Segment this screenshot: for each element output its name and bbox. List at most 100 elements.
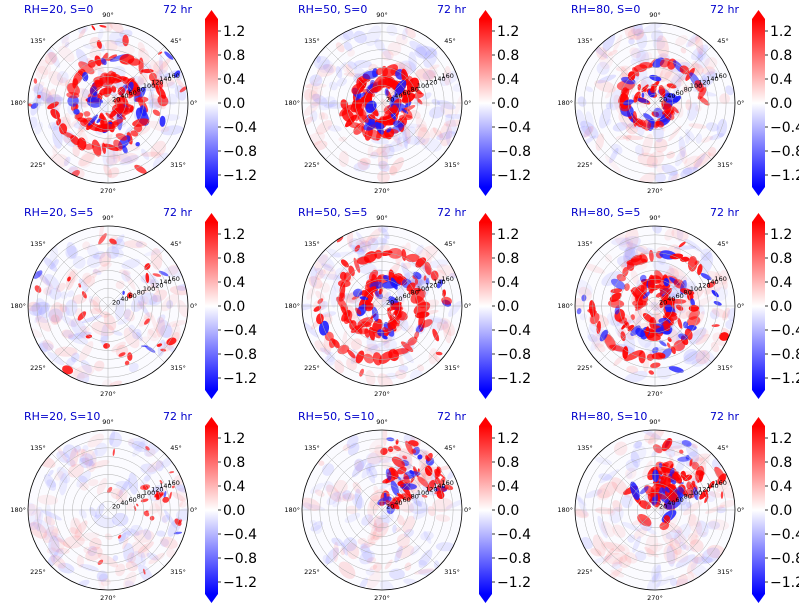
radial-tick-label: 80 xyxy=(684,288,692,296)
field-texture-patch xyxy=(377,226,389,233)
field-texture-patch xyxy=(408,500,429,515)
field-texture-patch xyxy=(705,490,716,503)
field-texture-patch xyxy=(146,552,159,561)
field-texture-patch xyxy=(150,140,167,159)
field-texture-patch xyxy=(157,56,173,72)
radial-tick-label: 160 xyxy=(441,275,453,283)
field-texture-patch xyxy=(84,449,97,473)
field-texture-patch xyxy=(620,260,629,268)
field-texture-patch xyxy=(395,545,415,559)
field-texture-patch xyxy=(49,246,58,267)
field-texture-patch xyxy=(127,438,135,446)
field-texture-patch xyxy=(625,467,637,480)
positive-anomaly xyxy=(369,85,383,93)
radial-tick-label: 20 xyxy=(112,503,120,511)
field-texture-patch xyxy=(132,440,146,457)
colorbar-body xyxy=(479,19,492,187)
angular-tick-label: 0° xyxy=(464,99,471,107)
field-texture-patch xyxy=(342,537,358,552)
colorbar-tick-label: −0.4 xyxy=(497,120,531,136)
colorbar-tick-label: 1.2 xyxy=(223,24,245,40)
radial-tick-label: 40 xyxy=(120,295,128,303)
field-texture-patch xyxy=(684,155,703,170)
field-texture-patch xyxy=(123,270,136,291)
field-texture-patch xyxy=(36,91,56,104)
field-texture-patch xyxy=(56,547,70,555)
field-texture-patch xyxy=(128,472,139,495)
positive-anomaly xyxy=(677,317,683,329)
field-texture-patch xyxy=(423,530,432,544)
angular-tick-label: 225° xyxy=(304,568,320,576)
positive-anomaly xyxy=(179,86,188,93)
positive-anomaly xyxy=(704,495,709,504)
angular-tick-label: 45° xyxy=(170,37,182,45)
field-texture-patch xyxy=(687,102,699,121)
colorbar-tick-label: −0.4 xyxy=(223,120,257,136)
field-texture-patch xyxy=(370,488,388,501)
field-texture-patch xyxy=(575,298,584,311)
field-texture-patch xyxy=(706,521,720,530)
colorbar-tick-label: 1.2 xyxy=(223,431,245,447)
positive-anomaly xyxy=(387,107,397,114)
positive-anomaly xyxy=(632,111,638,127)
field-texture-patch xyxy=(644,432,656,444)
field-texture-patch xyxy=(705,504,726,514)
field-texture-patch xyxy=(316,64,337,77)
field-texture-patch xyxy=(597,74,617,84)
angular-tick-label: 225° xyxy=(304,364,320,372)
field-texture-patch xyxy=(636,31,648,49)
colorbar-extend-max xyxy=(205,417,218,426)
positive-anomaly xyxy=(363,353,374,364)
positive-anomaly xyxy=(708,480,715,489)
negative-anomaly xyxy=(641,92,645,98)
positive-anomaly xyxy=(160,348,167,352)
field-texture-patch xyxy=(100,324,109,346)
field-texture-patch xyxy=(688,123,707,129)
angular-tick-label: 90° xyxy=(649,11,661,19)
panel-time-label: 72 hr xyxy=(710,410,739,423)
angular-tick-label: 270° xyxy=(100,390,116,398)
radial-tick-label: 20 xyxy=(386,503,394,511)
field-texture-patch xyxy=(661,445,683,453)
radial-tick-label: 140 xyxy=(433,75,445,83)
field-texture-patch xyxy=(695,520,709,538)
field-texture-patch xyxy=(302,303,313,311)
field-texture-patch xyxy=(70,517,83,541)
field-texture-patch xyxy=(104,23,113,32)
field-texture-patch xyxy=(35,65,49,80)
field-texture-patch xyxy=(432,127,444,139)
positive-anomaly xyxy=(672,472,679,480)
field-texture-patch xyxy=(624,249,633,258)
field-texture-patch xyxy=(344,512,361,523)
field-texture-patch xyxy=(318,460,325,466)
field-texture-patch xyxy=(607,50,618,56)
field-texture-patch xyxy=(47,555,56,567)
field-texture-patch xyxy=(166,320,187,327)
angular-gridline xyxy=(381,46,439,104)
positive-anomaly xyxy=(67,276,71,282)
field-texture-patch xyxy=(656,164,665,173)
radial-tick-label: 40 xyxy=(667,295,675,303)
colorbar-tick-label: 0.0 xyxy=(223,96,245,112)
field-texture-patch xyxy=(632,23,644,37)
field-texture-patch xyxy=(380,579,395,590)
angular-tick-label: 180° xyxy=(284,302,300,310)
field-texture-patch xyxy=(118,269,131,275)
field-texture-patch xyxy=(331,537,344,547)
field-texture-patch xyxy=(171,491,186,502)
field-texture-patch xyxy=(413,568,434,575)
field-texture-patch xyxy=(140,292,158,305)
negative-anomaly xyxy=(381,335,388,340)
positive-anomaly xyxy=(118,352,126,357)
field-texture-patch xyxy=(409,40,428,56)
angular-tick-label: 90° xyxy=(376,214,388,222)
colorbar-tick-label: −0.8 xyxy=(770,347,799,363)
positive-anomaly xyxy=(417,476,429,488)
field-texture-patch xyxy=(626,241,649,254)
colorbar-tick-label: 0.0 xyxy=(497,503,519,519)
radial-tick-label: 120 xyxy=(425,79,437,87)
positive-anomaly xyxy=(128,91,135,99)
radial-tick-label: 140 xyxy=(159,482,171,490)
field-texture-patch xyxy=(366,571,381,589)
